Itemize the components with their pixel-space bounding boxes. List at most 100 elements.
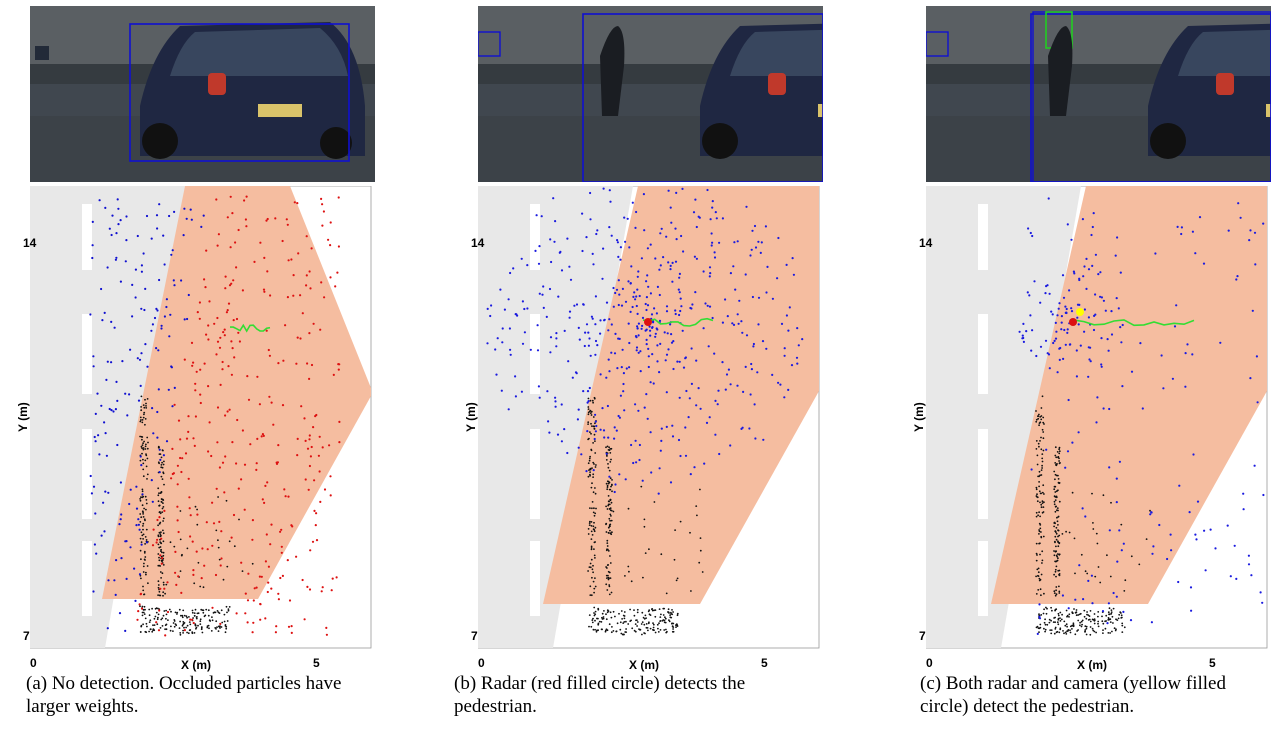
particle	[1065, 311, 1068, 315]
particle	[236, 418, 239, 422]
lidar-point	[201, 631, 204, 634]
lidar-point	[172, 622, 175, 624]
lidar-point	[1097, 625, 1100, 628]
lidar-point	[1074, 572, 1076, 575]
particle	[707, 345, 710, 348]
particle	[203, 564, 206, 567]
lidar-point	[699, 549, 702, 552]
lidar-point	[157, 613, 160, 616]
particle	[659, 342, 662, 345]
lidar-point	[1086, 611, 1088, 613]
lidar-point	[1110, 611, 1113, 613]
particle	[704, 302, 707, 305]
particle	[1204, 569, 1207, 572]
lidar-point	[1058, 590, 1061, 593]
lidar-point	[162, 591, 165, 594]
particle	[1151, 552, 1154, 555]
lidar-point	[1088, 615, 1091, 617]
lidar-point	[182, 621, 185, 623]
particle	[1251, 309, 1254, 312]
lidar-point	[162, 551, 165, 554]
lidar-point	[1037, 514, 1039, 517]
particle	[1029, 231, 1032, 235]
lidar-point	[154, 607, 157, 610]
particle	[310, 363, 314, 367]
particle	[691, 303, 694, 306]
lidar-point	[185, 615, 188, 618]
lidar-point	[608, 488, 611, 491]
lidar-point	[1057, 623, 1060, 626]
lidar-point	[142, 516, 145, 518]
particle	[94, 512, 97, 515]
lidar-point	[1058, 446, 1061, 449]
lidar-point	[608, 525, 611, 528]
particle	[681, 329, 684, 332]
particle	[337, 196, 340, 199]
particle	[160, 324, 163, 327]
lidar-point	[1038, 533, 1040, 535]
particle	[258, 403, 261, 406]
particle	[1073, 272, 1076, 275]
lidar-point	[152, 624, 154, 627]
lidar-point	[624, 575, 626, 577]
particle	[1056, 314, 1059, 317]
caption-c: (c) Both radar and camera (yellow filled…	[920, 673, 1226, 717]
lidar-point	[594, 422, 596, 425]
lidar-point	[165, 617, 167, 620]
particle	[581, 249, 584, 253]
particle	[749, 254, 752, 257]
particle	[230, 282, 233, 285]
particle	[1078, 564, 1081, 567]
particle	[1186, 343, 1189, 346]
lidar-point	[216, 610, 219, 612]
particle	[1058, 358, 1061, 361]
particle	[711, 316, 714, 320]
particle	[125, 215, 128, 218]
particle	[1110, 333, 1114, 336]
lidar-point	[635, 619, 637, 622]
lidar-point	[141, 444, 144, 446]
particle	[628, 366, 631, 369]
ytick-14: 14	[919, 236, 933, 250]
particle	[587, 344, 590, 347]
particle	[634, 335, 638, 338]
lidar-point	[143, 550, 146, 553]
lidar-point	[594, 440, 596, 442]
particle	[660, 439, 663, 442]
particle	[592, 469, 595, 472]
particle	[1028, 294, 1031, 297]
particle	[181, 457, 184, 460]
particle	[1261, 601, 1264, 604]
lidar-point	[1054, 522, 1056, 525]
particle	[1184, 385, 1187, 388]
particle	[1112, 591, 1115, 595]
lidar-point	[1084, 570, 1087, 573]
particle	[192, 361, 195, 364]
lidar-point	[652, 622, 654, 624]
particle	[281, 574, 284, 577]
particle	[144, 343, 147, 346]
lidar-point	[590, 521, 593, 523]
lidar-point	[662, 614, 665, 616]
particle	[110, 233, 113, 237]
lidar-point	[1097, 620, 1100, 623]
particle	[95, 552, 98, 555]
lidar-point	[146, 398, 149, 400]
lidar-point	[591, 399, 594, 402]
lidar-point	[609, 555, 611, 557]
particle	[295, 555, 298, 558]
particle	[689, 473, 692, 476]
particle	[671, 261, 674, 264]
particle	[194, 382, 197, 385]
lidar-point	[157, 586, 160, 589]
particle	[1066, 450, 1070, 453]
particle	[198, 301, 201, 304]
lidar-point	[1053, 488, 1056, 491]
particle	[639, 350, 642, 353]
lidar-point	[605, 566, 607, 568]
particle	[659, 232, 662, 235]
particle	[1090, 574, 1093, 577]
particle	[514, 395, 517, 398]
lidar-point	[179, 633, 182, 636]
lidar-point	[199, 618, 202, 621]
